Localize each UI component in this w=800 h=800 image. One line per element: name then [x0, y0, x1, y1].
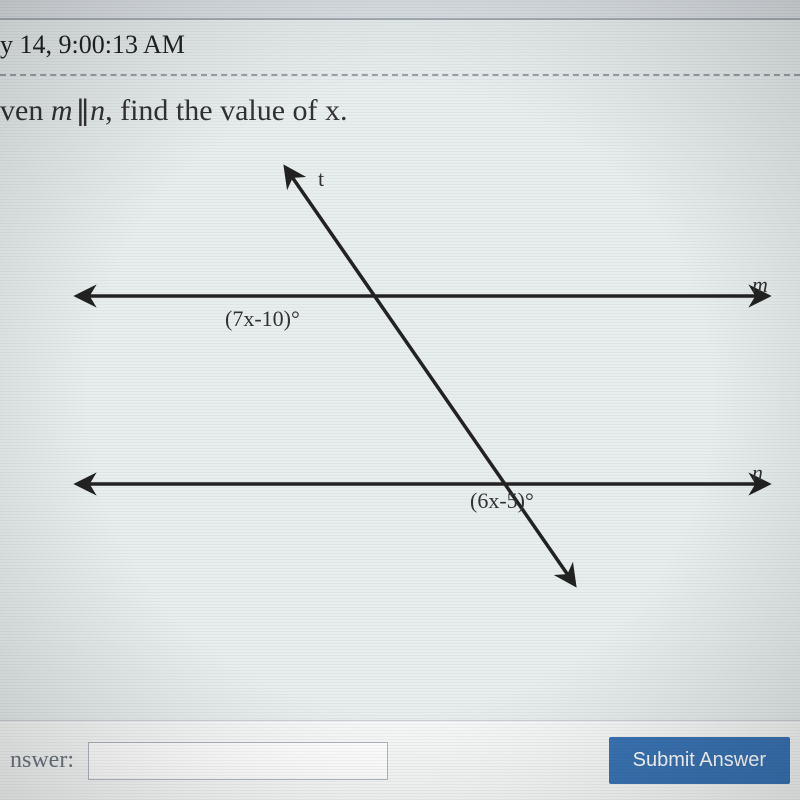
label-n: n — [752, 460, 763, 486]
prompt-var-n: n — [90, 94, 105, 127]
angle-top-label: (7x-10)° — [225, 306, 300, 332]
prompt-rest: , find the value of x. — [105, 94, 347, 127]
browser-chrome-fragment — [0, 0, 800, 20]
answer-label: nswer: — [10, 747, 74, 774]
label-t: t — [318, 166, 324, 192]
geometry-diagram: t m n (7x-10)° (6x-5)° — [0, 146, 800, 606]
question-prompt: ven m||n, find the value of x. — [0, 76, 800, 136]
timestamp-text: y 14, 9:00:13 AM — [0, 20, 800, 74]
parallel-symbol: || — [73, 94, 91, 128]
angle-bottom-label: (6x-5)° — [470, 488, 534, 514]
prompt-prefix: ven — [0, 94, 51, 127]
prompt-var-m: m — [51, 94, 73, 127]
submit-answer-button[interactable]: Submit Answer — [609, 737, 790, 784]
answer-row: nswer: Submit Answer — [0, 720, 800, 800]
line-t — [290, 174, 570, 578]
label-m: m — [752, 272, 768, 298]
diagram-svg — [0, 146, 800, 606]
answer-input[interactable] — [88, 742, 388, 780]
